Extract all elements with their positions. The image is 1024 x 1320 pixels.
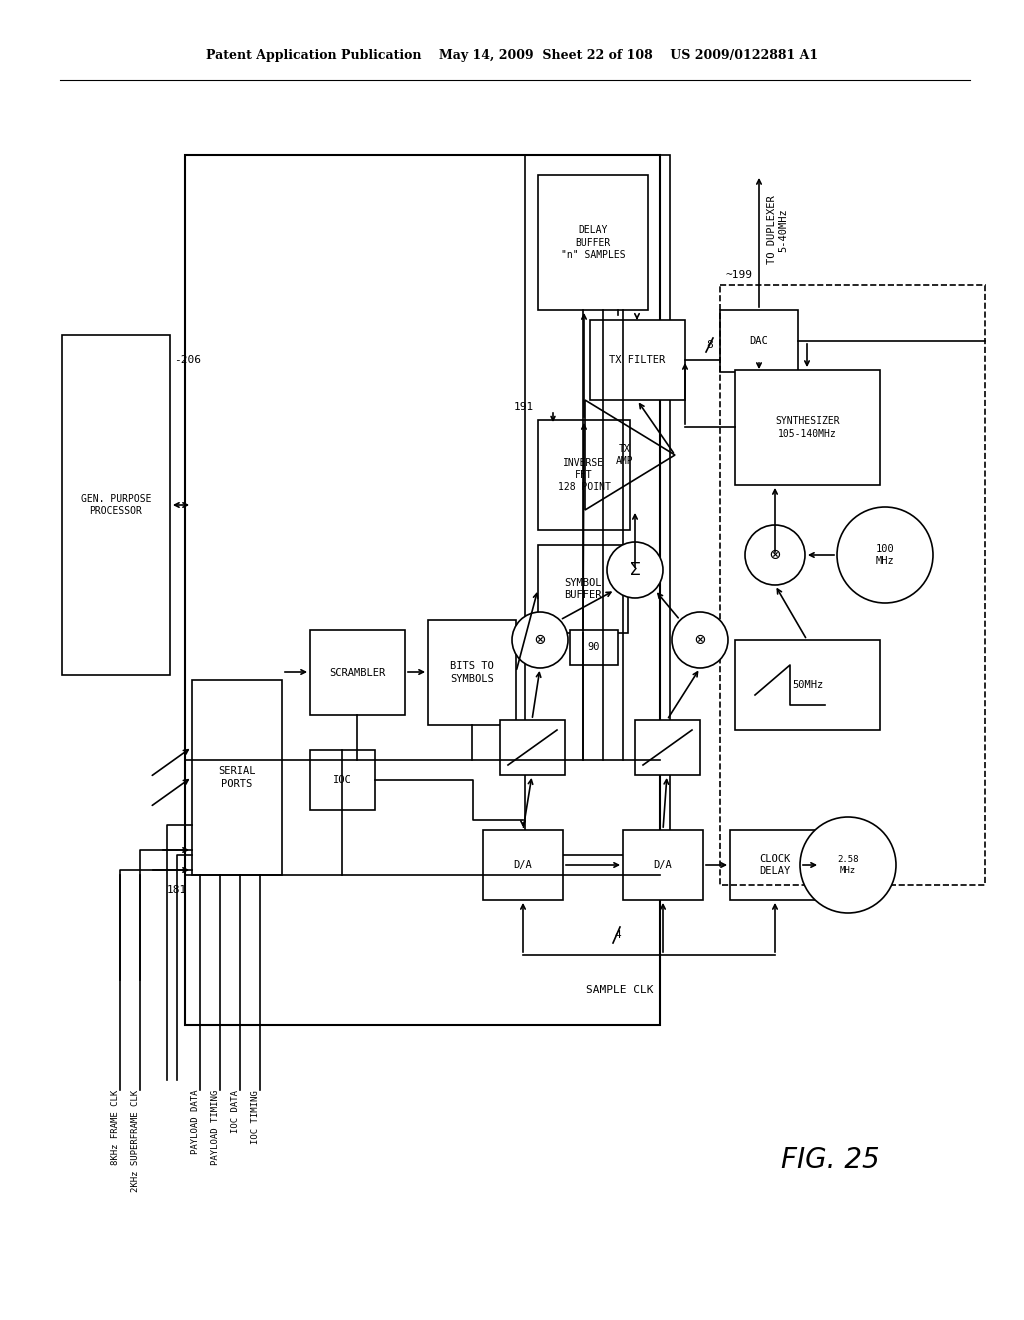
FancyBboxPatch shape — [483, 830, 563, 900]
FancyBboxPatch shape — [62, 335, 170, 675]
Circle shape — [512, 612, 568, 668]
Text: DAC: DAC — [750, 337, 768, 346]
Text: SYMBOL
BUFFER: SYMBOL BUFFER — [564, 578, 602, 601]
FancyBboxPatch shape — [635, 719, 700, 775]
Circle shape — [837, 507, 933, 603]
Text: 2KHz SUPERFRAME CLK: 2KHz SUPERFRAME CLK — [131, 1090, 140, 1192]
FancyBboxPatch shape — [310, 750, 375, 810]
Text: DELAY
BUFFER
"n" SAMPLES: DELAY BUFFER "n" SAMPLES — [561, 226, 626, 260]
Text: TX FILTER: TX FILTER — [609, 355, 666, 366]
Text: 2.58
MHz: 2.58 MHz — [838, 855, 859, 875]
FancyBboxPatch shape — [623, 830, 703, 900]
FancyBboxPatch shape — [590, 319, 685, 400]
Text: IOC DATA: IOC DATA — [231, 1090, 240, 1133]
Text: SYNTHESIZER
105-140MHz: SYNTHESIZER 105-140MHz — [775, 416, 840, 438]
Text: IOC TIMING: IOC TIMING — [251, 1090, 260, 1143]
FancyBboxPatch shape — [735, 370, 880, 484]
Circle shape — [672, 612, 728, 668]
FancyBboxPatch shape — [538, 420, 630, 531]
Text: 8: 8 — [707, 341, 714, 350]
Text: TX
AMP: TX AMP — [616, 445, 634, 466]
FancyBboxPatch shape — [730, 830, 820, 900]
Text: 191: 191 — [514, 403, 534, 412]
Text: ⊗: ⊗ — [770, 546, 780, 564]
FancyBboxPatch shape — [720, 310, 798, 372]
Text: PAYLOAD DATA: PAYLOAD DATA — [191, 1090, 200, 1155]
Text: GEN. PURPOSE
PROCESSOR: GEN. PURPOSE PROCESSOR — [81, 494, 152, 516]
FancyBboxPatch shape — [538, 545, 628, 634]
Text: 181: 181 — [167, 884, 187, 895]
Circle shape — [607, 543, 663, 598]
FancyBboxPatch shape — [735, 640, 880, 730]
Text: ⊗: ⊗ — [535, 631, 546, 649]
Text: ⊗: ⊗ — [694, 631, 706, 649]
Text: ~199: ~199 — [725, 271, 752, 280]
FancyBboxPatch shape — [310, 630, 406, 715]
Text: INVERSE
FFT
128 POINT: INVERSE FFT 128 POINT — [557, 458, 610, 492]
Text: SERIAL
PORTS: SERIAL PORTS — [218, 767, 256, 789]
Text: 8KHz FRAME CLK: 8KHz FRAME CLK — [111, 1090, 120, 1166]
Text: -206: -206 — [174, 355, 201, 366]
Text: CLOCK
DELAY: CLOCK DELAY — [760, 854, 791, 876]
Text: Patent Application Publication    May 14, 2009  Sheet 22 of 108    US 2009/01228: Patent Application Publication May 14, 2… — [206, 49, 818, 62]
FancyBboxPatch shape — [193, 680, 282, 875]
Text: D/A: D/A — [514, 861, 532, 870]
Text: SAMPLE CLK: SAMPLE CLK — [587, 985, 653, 995]
FancyBboxPatch shape — [428, 620, 516, 725]
Circle shape — [800, 817, 896, 913]
Text: BITS TO
SYMBOLS: BITS TO SYMBOLS — [451, 661, 494, 684]
Text: PAYLOAD TIMING: PAYLOAD TIMING — [211, 1090, 220, 1166]
Text: IOC: IOC — [333, 775, 352, 785]
Circle shape — [745, 525, 805, 585]
Text: SCRAMBLER: SCRAMBLER — [330, 668, 386, 677]
Text: D/A: D/A — [653, 861, 673, 870]
Text: 90: 90 — [588, 643, 600, 652]
Text: Σ: Σ — [630, 561, 640, 579]
Text: TO DUPLEXER
5-40MHz: TO DUPLEXER 5-40MHz — [767, 195, 788, 264]
FancyBboxPatch shape — [538, 176, 648, 310]
Text: 4: 4 — [614, 931, 622, 940]
FancyBboxPatch shape — [500, 719, 565, 775]
Text: 50MHz: 50MHz — [792, 680, 823, 690]
Text: FIG. 25: FIG. 25 — [780, 1146, 880, 1173]
FancyBboxPatch shape — [570, 630, 618, 665]
Text: 100
MHz: 100 MHz — [876, 544, 894, 566]
